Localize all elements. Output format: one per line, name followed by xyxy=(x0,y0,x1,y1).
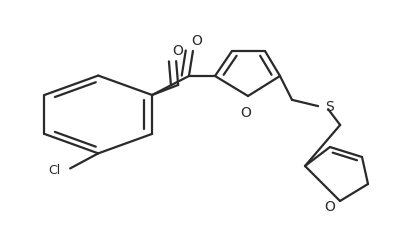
Text: Cl: Cl xyxy=(48,164,60,176)
Text: O: O xyxy=(241,105,251,119)
Text: O: O xyxy=(192,34,203,48)
Text: S: S xyxy=(325,99,334,113)
Text: O: O xyxy=(324,199,335,213)
Text: O: O xyxy=(173,44,184,57)
